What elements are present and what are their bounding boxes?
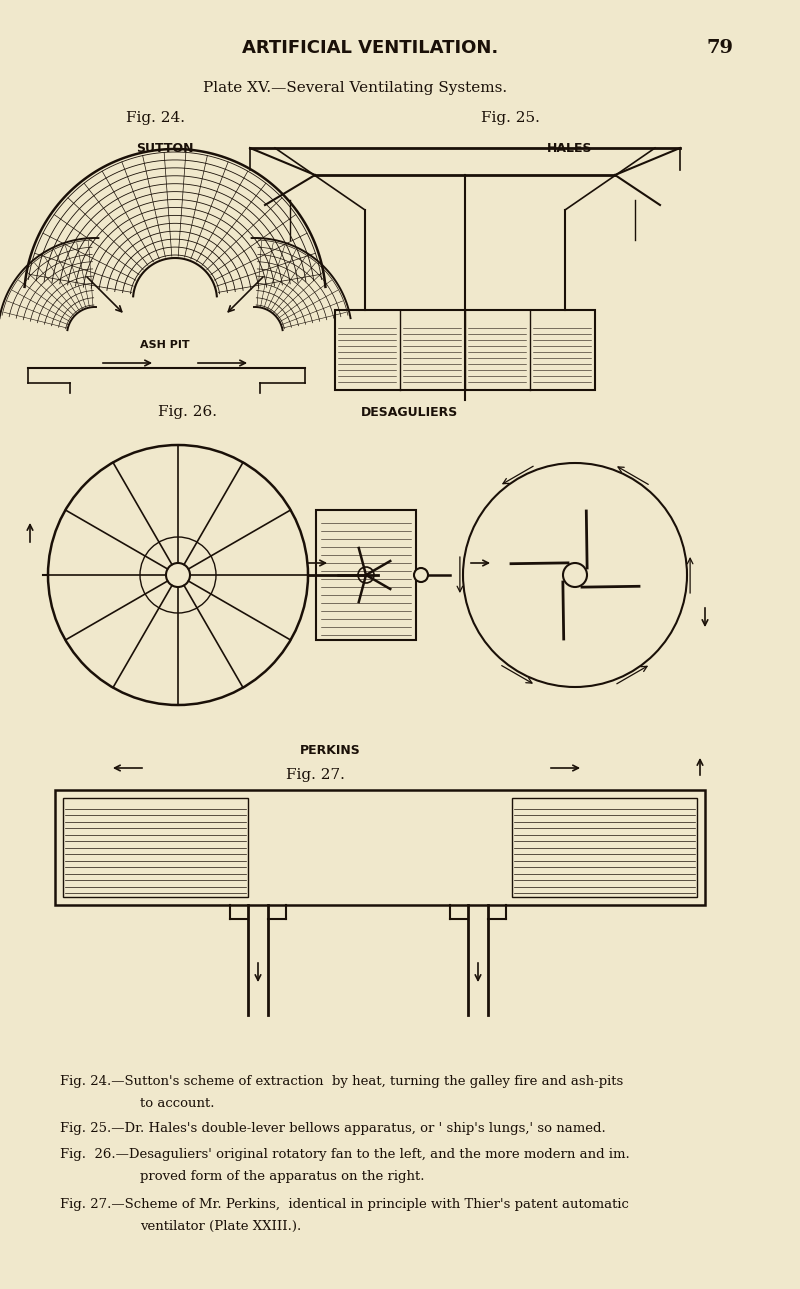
Text: to account.: to account. (140, 1097, 214, 1110)
Text: 79: 79 (706, 39, 734, 57)
Text: Fig. 25.: Fig. 25. (481, 111, 539, 125)
Text: DESAGULIERS: DESAGULIERS (362, 406, 458, 419)
Text: HALES: HALES (547, 142, 593, 155)
Text: Fig. 26.: Fig. 26. (158, 405, 218, 419)
Text: Fig. 25.—Dr. Hales's double-lever bellows apparatus, or ' ship's lungs,' so name: Fig. 25.—Dr. Hales's double-lever bellow… (60, 1121, 606, 1136)
Bar (335, 309, 595, 391)
Text: Fig. 27.: Fig. 27. (286, 768, 345, 782)
Text: Fig. 24.: Fig. 24. (126, 111, 185, 125)
Text: Fig.  26.—Desaguliers' original rotatory fan to the left, and the more modern an: Fig. 26.—Desaguliers' original rotatory … (60, 1148, 630, 1161)
Bar (55, 790, 705, 905)
Text: Fig. 24.—Sutton's scheme of extraction  by heat, turning the galley fire and ash: Fig. 24.—Sutton's scheme of extraction b… (60, 1075, 623, 1088)
Text: Plate XV.—Several Ventilating Systems.: Plate XV.—Several Ventilating Systems. (203, 81, 507, 95)
Text: proved form of the apparatus on the right.: proved form of the apparatus on the righ… (140, 1170, 425, 1183)
Text: ARTIFICIAL VENTILATION.: ARTIFICIAL VENTILATION. (242, 39, 498, 57)
Text: Fig. 27.—Scheme of Mr. Perkins,  identical in principle with Thier's patent auto: Fig. 27.—Scheme of Mr. Perkins, identica… (60, 1197, 629, 1210)
Text: ASH PIT: ASH PIT (140, 340, 190, 351)
Text: ventilator (Plate XXIII.).: ventilator (Plate XXIII.). (140, 1219, 302, 1234)
Bar (63, 798, 248, 897)
Text: SUTTON: SUTTON (136, 142, 194, 155)
Text: PERKINS: PERKINS (300, 744, 360, 757)
Bar (512, 798, 697, 897)
Circle shape (358, 567, 374, 583)
Circle shape (414, 568, 428, 583)
Bar (316, 510, 416, 641)
